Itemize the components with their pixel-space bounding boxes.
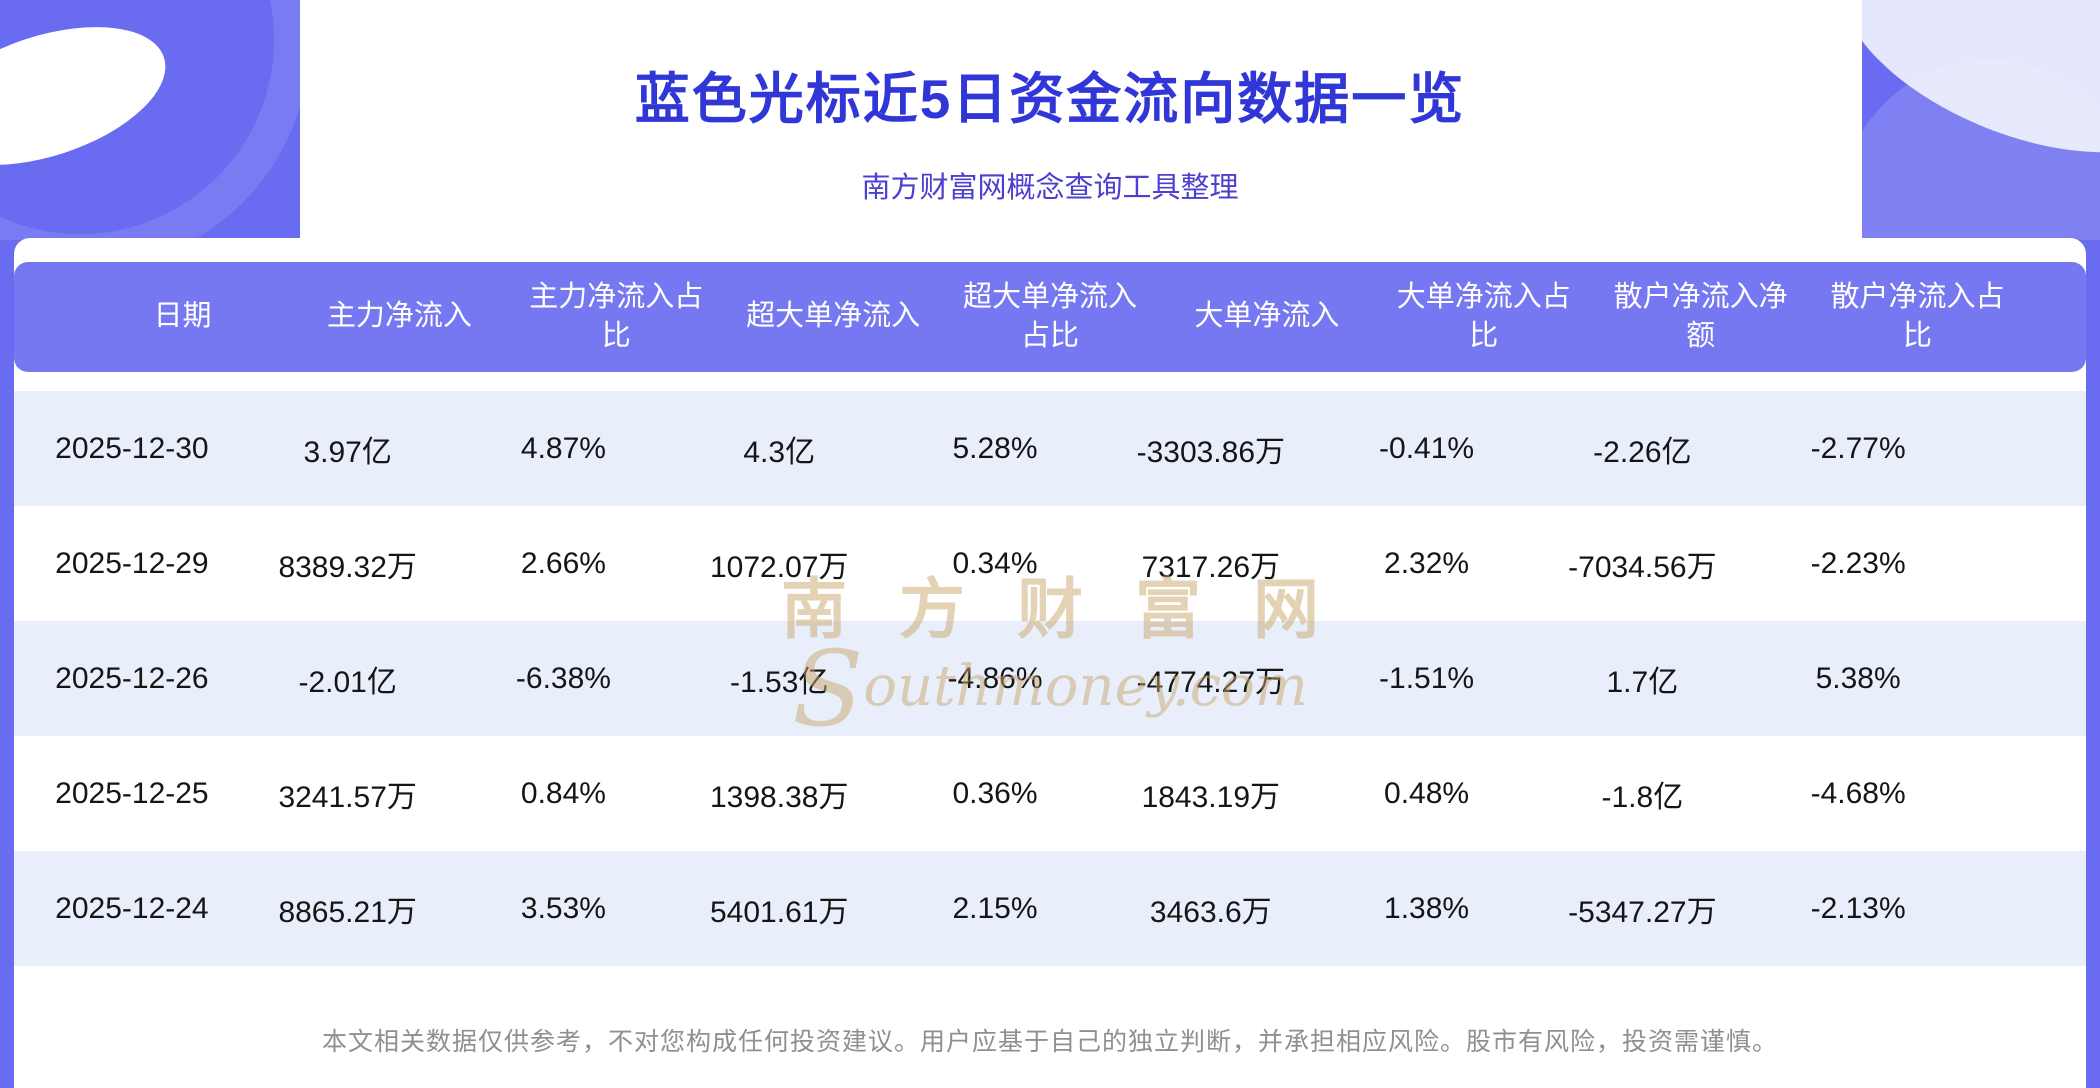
column-header-label: 主力净流入 bbox=[326, 300, 472, 333]
table-row: 2025-12-24 8865.21万 3.53% 5401.61万 2.15%… bbox=[14, 851, 2086, 966]
table-cell: -6.38% bbox=[515, 661, 611, 695]
table-cell: 2025-12-25 bbox=[55, 776, 209, 810]
column-header: 散户净流入净额 bbox=[1592, 278, 1809, 356]
table-cell: 5.38% bbox=[1815, 661, 1901, 695]
table-cell: -4774.27万 bbox=[1136, 665, 1286, 699]
table-cell: -1.53亿 bbox=[730, 665, 829, 699]
column-header-label: 超大单净流入占比 bbox=[962, 280, 1137, 352]
table-row: 2025-12-25 3241.57万 0.84% 1398.38万 0.36%… bbox=[14, 736, 2086, 851]
table-cell: -3303.86万 bbox=[1136, 435, 1286, 469]
column-header-label: 超大单净流入 bbox=[746, 300, 921, 333]
table-cell: -1.8亿 bbox=[1601, 780, 1684, 814]
table-cell: -2.26亿 bbox=[1593, 435, 1692, 469]
column-header: 主力净流入占比 bbox=[508, 278, 725, 356]
table-cell: -0.41% bbox=[1379, 431, 1475, 465]
table-cell: 3463.6万 bbox=[1149, 895, 1272, 929]
table-row: 2025-12-29 8389.32万 2.66% 1072.07万 0.34%… bbox=[14, 506, 2086, 621]
table-cell: -4.86% bbox=[947, 661, 1043, 695]
column-header-label: 散户净流入净额 bbox=[1613, 280, 1788, 352]
table-row: 2025-12-26 -2.01亿 -6.38% -1.53亿 -4.86% -… bbox=[14, 621, 2086, 736]
table-cell: 2.66% bbox=[520, 546, 606, 580]
banner: 蓝色光标近5日资金流向数据一览 南方财富网概念查询工具整理 bbox=[0, 0, 2100, 240]
table-cell: 3.97亿 bbox=[303, 435, 392, 469]
banner-text: 蓝色光标近5日资金流向数据一览 南方财富网概念查询工具整理 bbox=[0, 0, 2100, 206]
column-header: 散户净流入占比 bbox=[1809, 278, 2026, 356]
table-cell: -2.13% bbox=[1810, 891, 1906, 925]
column-header: 主力净流入 bbox=[291, 297, 508, 336]
table-cell: 0.48% bbox=[1384, 776, 1470, 810]
table-cell: 0.36% bbox=[952, 776, 1038, 810]
table-cell: 0.84% bbox=[520, 776, 606, 810]
table-cell: -2.23% bbox=[1810, 546, 1906, 580]
column-header-label: 日期 bbox=[153, 300, 212, 333]
column-header: 超大单净流入占比 bbox=[942, 278, 1159, 356]
table-row: 2025-12-30 3.97亿 4.87% 4.3亿 5.28% -3303.… bbox=[14, 391, 2086, 506]
column-header-label: 主力净流入占比 bbox=[529, 280, 704, 352]
page-subtitle: 南方财富网概念查询工具整理 bbox=[861, 172, 1239, 204]
column-header: 大单净流入 bbox=[1158, 297, 1375, 336]
table-cell: 2.32% bbox=[1384, 546, 1470, 580]
table-cell: -7034.56万 bbox=[1568, 550, 1717, 584]
table-cell: 2025-12-24 bbox=[55, 891, 209, 925]
column-header: 超大单净流入 bbox=[725, 297, 942, 336]
table-cell: 8389.32万 bbox=[278, 550, 417, 584]
content-card: 日期 主力净流入 主力净流入占比 超大单净流入 超大单净流入占比 大单净流入 大… bbox=[14, 238, 2086, 1088]
table-cell: -1.51% bbox=[1379, 661, 1475, 695]
table-cell: -4.68% bbox=[1810, 776, 1906, 810]
column-header: 日期 bbox=[74, 297, 291, 336]
table-cell: 8865.21万 bbox=[278, 895, 417, 929]
column-header: 大单净流入占比 bbox=[1375, 278, 1592, 356]
table-cell: 1.7亿 bbox=[1606, 665, 1679, 699]
table-cell: 2025-12-26 bbox=[55, 661, 209, 695]
column-header-label: 散户净流入占比 bbox=[1830, 280, 2005, 352]
table-cell: 5401.61万 bbox=[710, 895, 849, 929]
table-cell: 2.15% bbox=[952, 891, 1038, 925]
page-title: 蓝色光标近5日资金流向数据一览 bbox=[634, 68, 1466, 130]
table-cell: 2025-12-30 bbox=[55, 431, 209, 465]
table-cell: 4.87% bbox=[520, 431, 606, 465]
column-header-label: 大单净流入 bbox=[1194, 300, 1340, 333]
column-header-label: 大单净流入占比 bbox=[1396, 280, 1571, 352]
table-cell: 3241.57万 bbox=[278, 780, 417, 814]
table-cell: 2025-12-29 bbox=[55, 546, 209, 580]
table-cell: 1843.19万 bbox=[1141, 780, 1281, 814]
table-cell: -5347.27万 bbox=[1568, 895, 1717, 929]
table-cell: -2.77% bbox=[1810, 431, 1906, 465]
table-header-row: 日期 主力净流入 主力净流入占比 超大单净流入 超大单净流入占比 大单净流入 大… bbox=[14, 262, 2086, 372]
table-cell: 5.28% bbox=[952, 431, 1038, 465]
table-cell: -2.01亿 bbox=[298, 665, 397, 699]
table-cell: 7317.26万 bbox=[1141, 550, 1281, 584]
table-cell: 3.53% bbox=[520, 891, 606, 925]
table-cell: 1398.38万 bbox=[710, 780, 849, 814]
table-cell: 1072.07万 bbox=[710, 550, 849, 584]
title-panel bbox=[300, 0, 1862, 240]
disclaimer-text: 本文相关数据仅供参考，不对您构成任何投资建议。用户应基于自己的独立判断，并承担相… bbox=[321, 1028, 1778, 1056]
table-cell: 4.3亿 bbox=[743, 435, 816, 469]
table-cell: 1.38% bbox=[1384, 891, 1470, 925]
table-cell: 0.34% bbox=[952, 546, 1038, 580]
